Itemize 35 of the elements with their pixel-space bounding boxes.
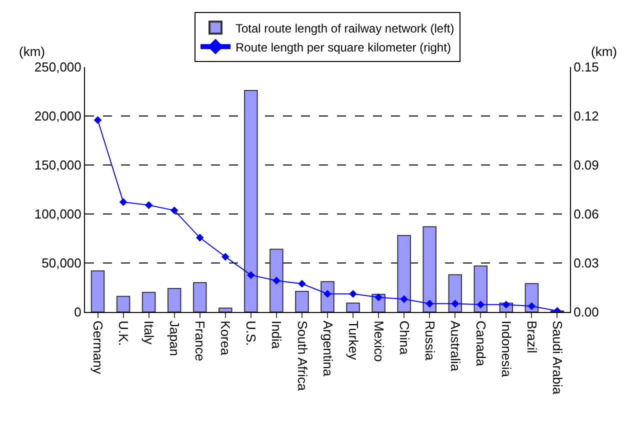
x-tick-label: Japan <box>167 320 182 356</box>
y-tick-label: 0 <box>74 304 82 320</box>
y2-tick-label: 0.09 <box>574 158 599 173</box>
x-tick-label: Australia <box>448 320 463 372</box>
x-tick-label: Korea <box>218 320 234 356</box>
y-tick-label: 100,000 <box>34 206 82 222</box>
x-tick-label: India <box>269 320 284 350</box>
x-tick-label: Russia <box>422 320 438 362</box>
y-tick-label: 150,000 <box>34 158 82 173</box>
y-tick-label: 250,000 <box>34 60 82 75</box>
x-tick-label: China <box>396 320 412 356</box>
x-tick-label: Italy <box>142 320 157 345</box>
x-tick-label: U.S. <box>244 320 259 346</box>
y2-tick-label: 0.03 <box>574 256 599 271</box>
y2-tick-label: 0.15 <box>574 60 599 75</box>
y-axis-title: (km) <box>19 44 45 59</box>
legend-label: Route length per square kilometer (right) <box>236 40 451 54</box>
y2-axis-title: (km) <box>591 44 617 59</box>
y-tick-label: 200,000 <box>34 108 82 124</box>
y-tick-label: 50,000 <box>42 256 82 271</box>
x-tick-label: Turkey <box>346 320 361 360</box>
x-tick-label: Saudi Arabia <box>550 320 566 396</box>
y2-tick-label: 0.00 <box>574 304 599 320</box>
x-tick-label: France <box>192 320 208 362</box>
x-tick-label: Canada <box>473 320 488 367</box>
x-tick-label: South Africa <box>294 320 310 392</box>
x-tick-label: Mexico <box>371 320 386 362</box>
x-tick-label: U.K. <box>116 320 132 346</box>
x-tick-label: Germany <box>90 320 106 375</box>
legend-label: Total route length of railway network (left) <box>236 21 454 36</box>
x-tick-label: Brazil <box>524 320 540 354</box>
x-tick-label: Argentina <box>320 320 336 378</box>
y2-tick-label: 0.06 <box>574 206 599 222</box>
y2-tick-label: 0.12 <box>574 108 599 124</box>
x-tick-label: Indonesia <box>498 320 514 378</box>
